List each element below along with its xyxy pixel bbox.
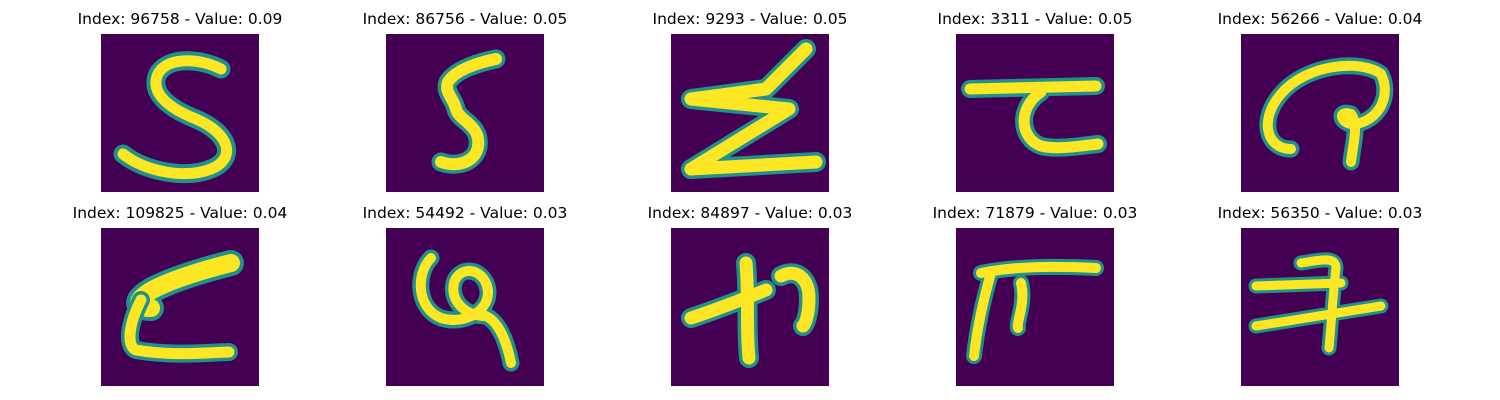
panel-title: Index: 96758 - Value: 0.09 xyxy=(77,10,283,28)
digit-image xyxy=(101,34,259,192)
digit-image xyxy=(671,228,829,386)
panel-title: Index: 9293 - Value: 0.05 xyxy=(652,10,848,28)
panel-title: Index: 56266 - Value: 0.04 xyxy=(1217,10,1423,28)
panel-8: Index: 84897 - Value: 0.03 xyxy=(600,194,900,387)
digit-image xyxy=(386,34,544,192)
digit-image xyxy=(386,228,544,386)
panel-9: Index: 71879 - Value: 0.03 xyxy=(885,194,1185,387)
digit-image xyxy=(671,34,829,192)
panel-4: Index: 3311 - Value: 0.05 xyxy=(885,0,1185,193)
digit-image xyxy=(956,34,1114,192)
digit-image xyxy=(1241,228,1399,386)
panel-3: Index: 9293 - Value: 0.05 xyxy=(600,0,900,193)
panel-title: Index: 54492 - Value: 0.03 xyxy=(362,204,568,222)
panel-6: Index: 109825 - Value: 0.04 xyxy=(30,194,330,387)
panel-2: Index: 86756 - Value: 0.05 xyxy=(315,0,615,193)
digit-image xyxy=(101,228,259,386)
digit-image xyxy=(956,228,1114,386)
panel-title: Index: 71879 - Value: 0.03 xyxy=(932,204,1138,222)
panel-5: Index: 56266 - Value: 0.04 xyxy=(1170,0,1470,193)
panel-title: Index: 86756 - Value: 0.05 xyxy=(362,10,568,28)
panel-1: Index: 96758 - Value: 0.09 xyxy=(30,0,330,193)
digit-image xyxy=(1241,34,1399,192)
panel-title: Index: 84897 - Value: 0.03 xyxy=(647,204,853,222)
panel-title: Index: 3311 - Value: 0.05 xyxy=(937,10,1133,28)
panel-7: Index: 54492 - Value: 0.03 xyxy=(315,194,615,387)
panel-10: Index: 56350 - Value: 0.03 xyxy=(1170,194,1470,387)
panel-title: Index: 56350 - Value: 0.03 xyxy=(1217,204,1423,222)
panel-title: Index: 109825 - Value: 0.04 xyxy=(72,204,288,222)
